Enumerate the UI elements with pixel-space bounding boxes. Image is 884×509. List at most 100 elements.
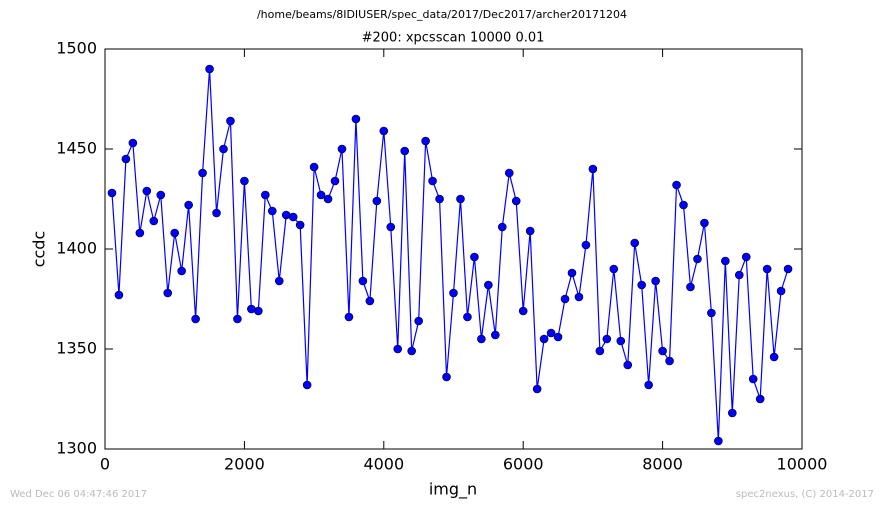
data-point <box>407 346 416 356</box>
y-axis-label: ccdc <box>30 231 49 268</box>
data-point <box>539 334 549 344</box>
data-point <box>379 126 389 136</box>
data-point <box>693 254 702 264</box>
data-point <box>414 316 423 326</box>
data-point <box>721 256 730 266</box>
data-point <box>107 188 117 198</box>
data-point <box>616 336 626 346</box>
data-point <box>651 276 660 286</box>
data-point <box>532 384 542 394</box>
data-point <box>769 352 779 362</box>
x-tick-label: 10000 <box>777 455 828 474</box>
data-point <box>491 330 500 340</box>
data-point <box>553 332 563 342</box>
data-point <box>309 162 319 172</box>
data-point <box>177 266 186 276</box>
data-point <box>762 264 772 274</box>
data-point <box>400 146 410 156</box>
data-point <box>184 200 193 210</box>
data-point <box>386 222 396 232</box>
data-point <box>135 228 145 238</box>
y-tick-label: 1500 <box>56 39 97 58</box>
data-point <box>358 276 368 286</box>
data-point <box>316 190 326 200</box>
data-point <box>372 196 382 206</box>
x-tick-label: 8000 <box>642 455 683 474</box>
data-point <box>623 360 633 370</box>
data-point <box>714 436 723 446</box>
data-point <box>421 136 430 146</box>
data-point <box>734 270 744 280</box>
data-point <box>748 374 758 384</box>
data-point <box>428 176 437 186</box>
data-point <box>783 264 793 274</box>
y-tick-label: 1300 <box>56 439 97 458</box>
data-point <box>665 356 674 366</box>
data-point <box>679 200 688 210</box>
data-point <box>511 196 521 206</box>
data-point <box>274 276 284 286</box>
data-point <box>288 212 298 222</box>
data-point <box>435 194 444 204</box>
data-point <box>191 314 200 324</box>
data-point <box>344 312 354 322</box>
data-point <box>567 268 577 278</box>
data-point <box>546 328 556 338</box>
data-point <box>254 306 263 316</box>
data-point <box>686 282 695 292</box>
data-point <box>700 218 709 228</box>
suptitle: /home/beams/8IDIUSER/spec_data/2017/Dec2… <box>257 8 627 21</box>
data-point <box>504 168 514 178</box>
data-point <box>741 252 751 262</box>
data-point <box>114 290 124 300</box>
data-point <box>463 312 472 322</box>
data-point <box>776 286 786 296</box>
data-point <box>484 280 493 290</box>
data-point <box>337 144 347 154</box>
footer-left: Wed Dec 06 04:47:46 2017 <box>10 489 147 500</box>
data-point <box>205 64 214 74</box>
x-axis-label: img_n <box>429 480 477 500</box>
data-point <box>456 194 465 204</box>
data-point <box>672 180 681 190</box>
data-point <box>581 240 591 250</box>
y-tick-label: 1450 <box>56 139 97 158</box>
plot-frame <box>104 48 803 450</box>
data-point <box>226 116 235 126</box>
data-point <box>637 280 646 290</box>
data-point <box>595 346 605 356</box>
data-point <box>212 208 221 218</box>
data-point <box>261 190 270 200</box>
data-point <box>588 164 598 174</box>
data-point <box>302 380 312 390</box>
data-point <box>560 294 570 304</box>
data-point <box>170 228 179 238</box>
data-point <box>323 194 333 204</box>
data-point <box>149 216 159 226</box>
data-point <box>609 264 619 274</box>
data-point <box>449 288 458 298</box>
data-point <box>470 252 479 262</box>
data-point <box>142 186 152 196</box>
data-point <box>233 314 242 324</box>
y-tick-label: 1350 <box>56 339 97 358</box>
data-point <box>755 394 765 404</box>
y-tick-label: 1400 <box>56 239 97 258</box>
data-point <box>602 334 612 344</box>
data-point <box>240 176 249 186</box>
data-point <box>518 306 528 316</box>
data-point <box>219 144 228 154</box>
data-point <box>477 334 486 344</box>
x-tick-label: 2000 <box>224 455 265 474</box>
data-point <box>574 292 584 302</box>
data-point <box>442 372 451 382</box>
footer-right: spec2nexus, (C) 2014-2017 <box>736 489 874 500</box>
data-point <box>163 288 173 298</box>
x-tick-label: 4000 <box>363 455 404 474</box>
data-point <box>330 176 340 186</box>
data-point <box>351 114 361 124</box>
data-point <box>393 344 403 354</box>
data-point <box>658 346 667 356</box>
data-point <box>707 308 716 318</box>
